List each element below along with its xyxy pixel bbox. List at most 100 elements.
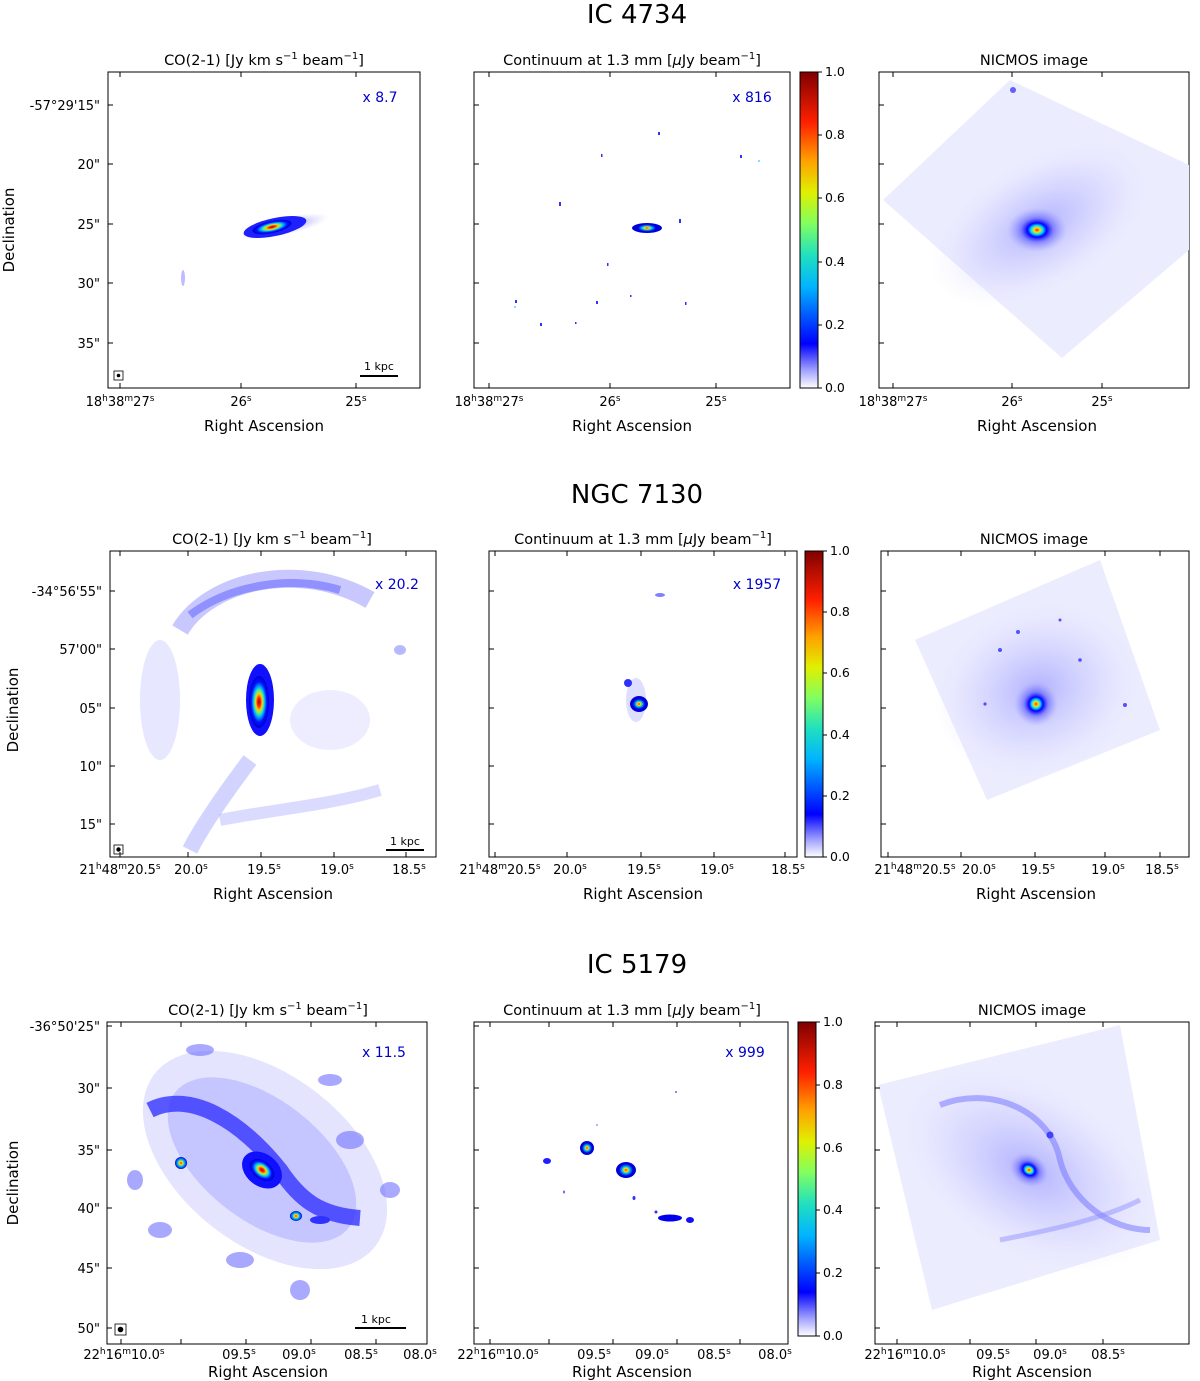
colorbar-tick: 0.0 [830,849,850,864]
x-tick-label: 25s [1091,394,1113,410]
y-tick-label: -36°50'25" [30,1020,100,1035]
x-tick-label: 25s [345,394,367,410]
ticks [474,72,717,388]
x-axis-label: Right Ascension [204,417,324,435]
x-tick-label: 22h16m10.0s [83,1347,165,1363]
x-tick-label: 26s [230,394,252,410]
x-axis-label: Right Ascension [976,885,1096,903]
scale-factor: x 1957 [733,577,781,593]
y-tick-labels: -57°29'15" 20" 25" 30" 35" [30,99,100,352]
colorbar-scale [799,71,819,389]
colorbar-tick: 0.6 [825,190,845,205]
beam-ellipse [116,847,121,852]
colorbar-scale [804,550,824,858]
x-tick-label: 18.5s [771,862,805,878]
colorbar-tick: 0.4 [830,727,850,742]
x-tick-labels: 18h38m27s 26s 25s [455,394,727,410]
x-tick-label: 09.5s [222,1347,256,1363]
colorbar-tick: 0.4 [823,1202,843,1217]
x-axis-label: Right Ascension [213,885,333,903]
panel-title: NICMOS image [978,1003,1086,1019]
y-axis-label: Declination [4,668,22,753]
ticks [489,551,786,857]
colorbar-tick: 0.6 [823,1140,843,1155]
x-tick-labels: 18h38m27s 26s 25s [86,394,367,410]
panel-nicmos: NICMOS image 22h16m10.0s 09.5s 09.0s 08.… [864,1003,1190,1381]
y-tick-labels: -34°56'55" 57'00" 05" 10" 15" [32,585,102,833]
group-title: IC 4734 [587,0,687,30]
x-tick-label: 20.0s [962,862,996,878]
y-tick-label: 45" [77,1262,100,1277]
colorbar-tick: 0.8 [823,1077,843,1092]
panel-co: CO(2-1) [Jy km s−1 beam−1] x 20.2 1 kpc … [4,530,437,903]
x-tick-label: 26s [1001,394,1023,410]
y-tick-label: 30" [77,277,100,292]
panel-continuum: Continuum at 1.3 mm [μJy beam−1] x 816 1… [455,51,845,435]
x-tick-label: 08.0s [758,1347,792,1363]
y-axis-label: Declination [4,1141,22,1226]
panel-title: NICMOS image [980,53,1088,69]
x-tick-label: 08.5s [1091,1347,1125,1363]
y-tick-label: 35" [77,1144,100,1159]
x-tick-label: 19.0s [320,862,354,878]
ticks [881,551,1161,857]
y-axis-label: Declination [0,188,18,273]
y-tick-label: 10" [79,760,102,775]
x-tick-label: 21h48m20.5s [79,862,161,878]
x-tick-label: 19.0s [1091,862,1125,878]
scale-factor: x 999 [725,1045,764,1061]
x-tick-label: 18.5s [392,862,426,878]
ticks [107,1022,377,1344]
co-emission-map [140,569,406,854]
x-axis-label: Right Ascension [208,1363,328,1381]
x-tick-label: 25s [705,394,727,410]
x-tick-label: 26s [599,394,621,410]
co-emission-map [181,213,330,286]
colorbar-tick: 0.2 [830,788,850,803]
colorbar-tick: 0.6 [830,665,850,680]
y-tick-label: 40" [77,1202,100,1217]
x-tick-label: 22h16m10.0s [457,1347,539,1363]
x-tick-labels: 18h38m27s 26s 25s [859,394,1113,410]
x-tick-label: 22h16m10.0s [864,1347,946,1363]
y-tick-label: 20" [77,158,100,173]
x-tick-label: 21h48m20.5s [459,862,541,878]
colorbar-tick: 0.8 [825,127,845,142]
x-tick-labels: 22h16m10.0s 09.5s 09.0s 08.5s 08.0s [83,1347,437,1363]
plot-frame [473,71,791,389]
x-tick-label: 19.0s [700,862,734,878]
x-tick-label: 18.5s [1145,862,1179,878]
x-tick-labels: 21h48m20.5s 20.0s 19.5s 19.0s 18.5s [79,862,426,878]
nicmos-image [883,80,1189,358]
plot-frame [473,1021,789,1345]
x-tick-label: 09.0s [282,1347,316,1363]
scale-bar-label: 1 kpc [364,360,394,373]
panel-title: Continuum at 1.3 mm [μJy beam−1] [503,1001,761,1019]
panel-title: Continuum at 1.3 mm [μJy beam−1] [503,51,761,69]
y-tick-label: 30" [77,1082,100,1097]
beam-box [114,1323,127,1336]
scale-factor: x 816 [732,90,772,106]
panel-nicmos: NICMOS image 18h38m27s 26s 25s Right Asc… [859,53,1190,435]
x-tick-label: 20.0s [553,862,587,878]
colorbar-tick: 0.8 [830,604,850,619]
x-tick-label: 08.5s [344,1347,378,1363]
ticks [474,1022,741,1344]
x-axis-label: Right Ascension [572,417,692,435]
x-tick-label: 08.0s [403,1347,437,1363]
scale-factor: x 8.7 [363,90,398,106]
co-emission-map [127,1044,400,1300]
colorbar-tick: 0.4 [825,254,845,269]
panel-continuum: Continuum at 1.3 mm [μJy beam−1] x 999 2… [457,1001,843,1381]
x-tick-label: 19.5s [1021,862,1055,878]
panel-title: NICMOS image [980,532,1088,548]
panel-co: CO(2-1) [Jy km s−1 beam−1] x 11.5 1 kpc … [4,1001,437,1381]
x-tick-label: 18h38m27s [455,394,524,410]
x-tick-label: 19.5s [627,862,661,878]
x-tick-label: 09.0s [635,1347,669,1363]
x-tick-label: 18h38m27s [859,394,928,410]
x-tick-labels: 22h16m10.0s 09.5s 09.0s 08.5s 08.0s [457,1347,792,1363]
ticks [879,72,1103,388]
colorbar-tick: 0.0 [823,1328,843,1343]
